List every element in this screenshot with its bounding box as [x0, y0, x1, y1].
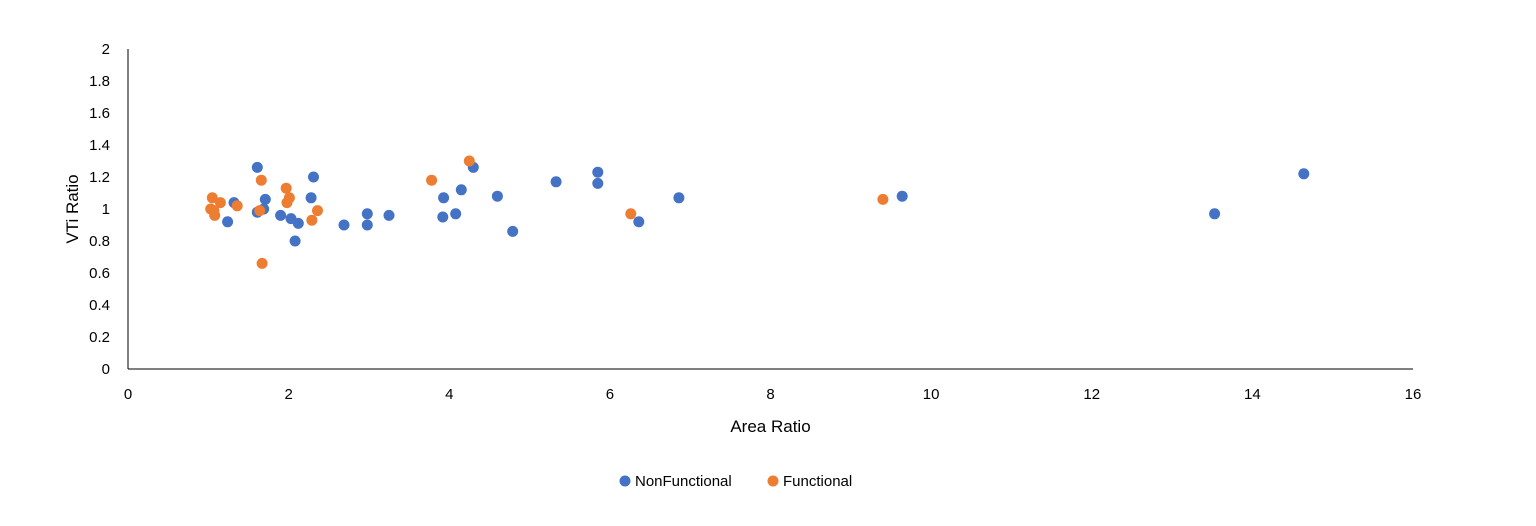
legend-label-functional: Functional [783, 473, 852, 490]
y-tick-label: 0.8 [89, 233, 110, 250]
data-point-nonfunctional [222, 216, 234, 228]
y-tick-label: 1 [102, 201, 110, 218]
data-point-functional [256, 257, 268, 269]
data-point-functional [426, 174, 438, 186]
x-tick-label: 14 [1244, 386, 1261, 403]
y-tick-label: 1.2 [89, 169, 110, 186]
data-point-functional [283, 192, 295, 204]
x-axis-title: Area Ratio [730, 417, 810, 436]
data-point-nonfunctional [673, 192, 685, 204]
data-point-nonfunctional [259, 193, 271, 205]
x-tick-label: 0 [124, 386, 132, 403]
x-tick-label: 4 [445, 386, 453, 403]
data-point-nonfunctional [896, 190, 908, 202]
data-point-functional [877, 193, 889, 205]
y-tick-label: 1.6 [89, 105, 110, 122]
data-point-nonfunctional [455, 184, 467, 196]
data-point-nonfunctional [1298, 168, 1310, 180]
x-tick-label: 2 [284, 386, 292, 403]
x-tick-label: 8 [766, 386, 774, 403]
y-tick-label: 0 [102, 361, 110, 378]
y-tick-label: 0.4 [89, 297, 110, 314]
data-point-nonfunctional [1209, 208, 1221, 220]
y-axis-title: VTi Ratio [63, 174, 82, 243]
data-point-nonfunctional [308, 171, 319, 183]
data-point-nonfunctional [275, 209, 287, 221]
data-point-functional [306, 214, 318, 226]
x-tick-label: 16 [1405, 386, 1422, 403]
x-tick-labels: 0 2 4 6 8 10 12 14 16 [124, 386, 1422, 403]
y-tick-label: 0.2 [89, 329, 110, 346]
data-point-functional [280, 182, 292, 194]
y-tick-label: 1.4 [89, 137, 110, 154]
data-point-nonfunctional [450, 208, 462, 220]
data-point-nonfunctional [438, 192, 450, 204]
data-point-nonfunctional [305, 192, 317, 204]
data-point-nonfunctional [289, 235, 301, 247]
data-point-nonfunctional [383, 209, 395, 221]
data-point-functional [231, 200, 243, 212]
legend-marker-functional [767, 475, 779, 487]
data-point-nonfunctional [437, 211, 449, 223]
data-point-nonfunctional [550, 176, 562, 188]
data-points [205, 155, 1310, 269]
legend-marker-nonfunctional [619, 475, 631, 487]
y-tick-label: 0.6 [89, 265, 110, 282]
data-point-functional [312, 205, 323, 217]
data-point-functional [463, 155, 475, 167]
data-point-nonfunctional [491, 190, 503, 202]
y-tick-label: 1.8 [89, 73, 110, 90]
data-point-nonfunctional [338, 219, 350, 231]
y-tick-label: 2 [102, 41, 110, 58]
data-point-functional [209, 209, 221, 221]
x-tick-label: 12 [1083, 386, 1100, 403]
y-tick-labels: 0 0.2 0.4 0.6 0.8 1 1.2 1.4 1.6 1.8 2 [89, 41, 110, 378]
data-point-functional [254, 205, 266, 217]
data-point-nonfunctional [507, 225, 519, 237]
data-point-functional [206, 192, 218, 204]
data-point-nonfunctional [633, 216, 645, 228]
data-point-nonfunctional [361, 208, 373, 220]
data-point-nonfunctional [592, 166, 604, 178]
legend-label-nonfunctional: NonFunctional [635, 473, 732, 490]
axes [127, 49, 1413, 370]
data-point-nonfunctional [361, 219, 373, 231]
legend: NonFunctional Functional [619, 473, 852, 490]
x-tick-label: 6 [606, 386, 614, 403]
data-point-nonfunctional [592, 177, 604, 189]
data-point-functional [625, 208, 637, 220]
data-point-functional [214, 197, 226, 209]
data-point-nonfunctional [292, 217, 304, 229]
data-point-nonfunctional [251, 161, 263, 173]
data-point-functional [255, 174, 267, 186]
x-tick-label: 10 [923, 386, 940, 403]
